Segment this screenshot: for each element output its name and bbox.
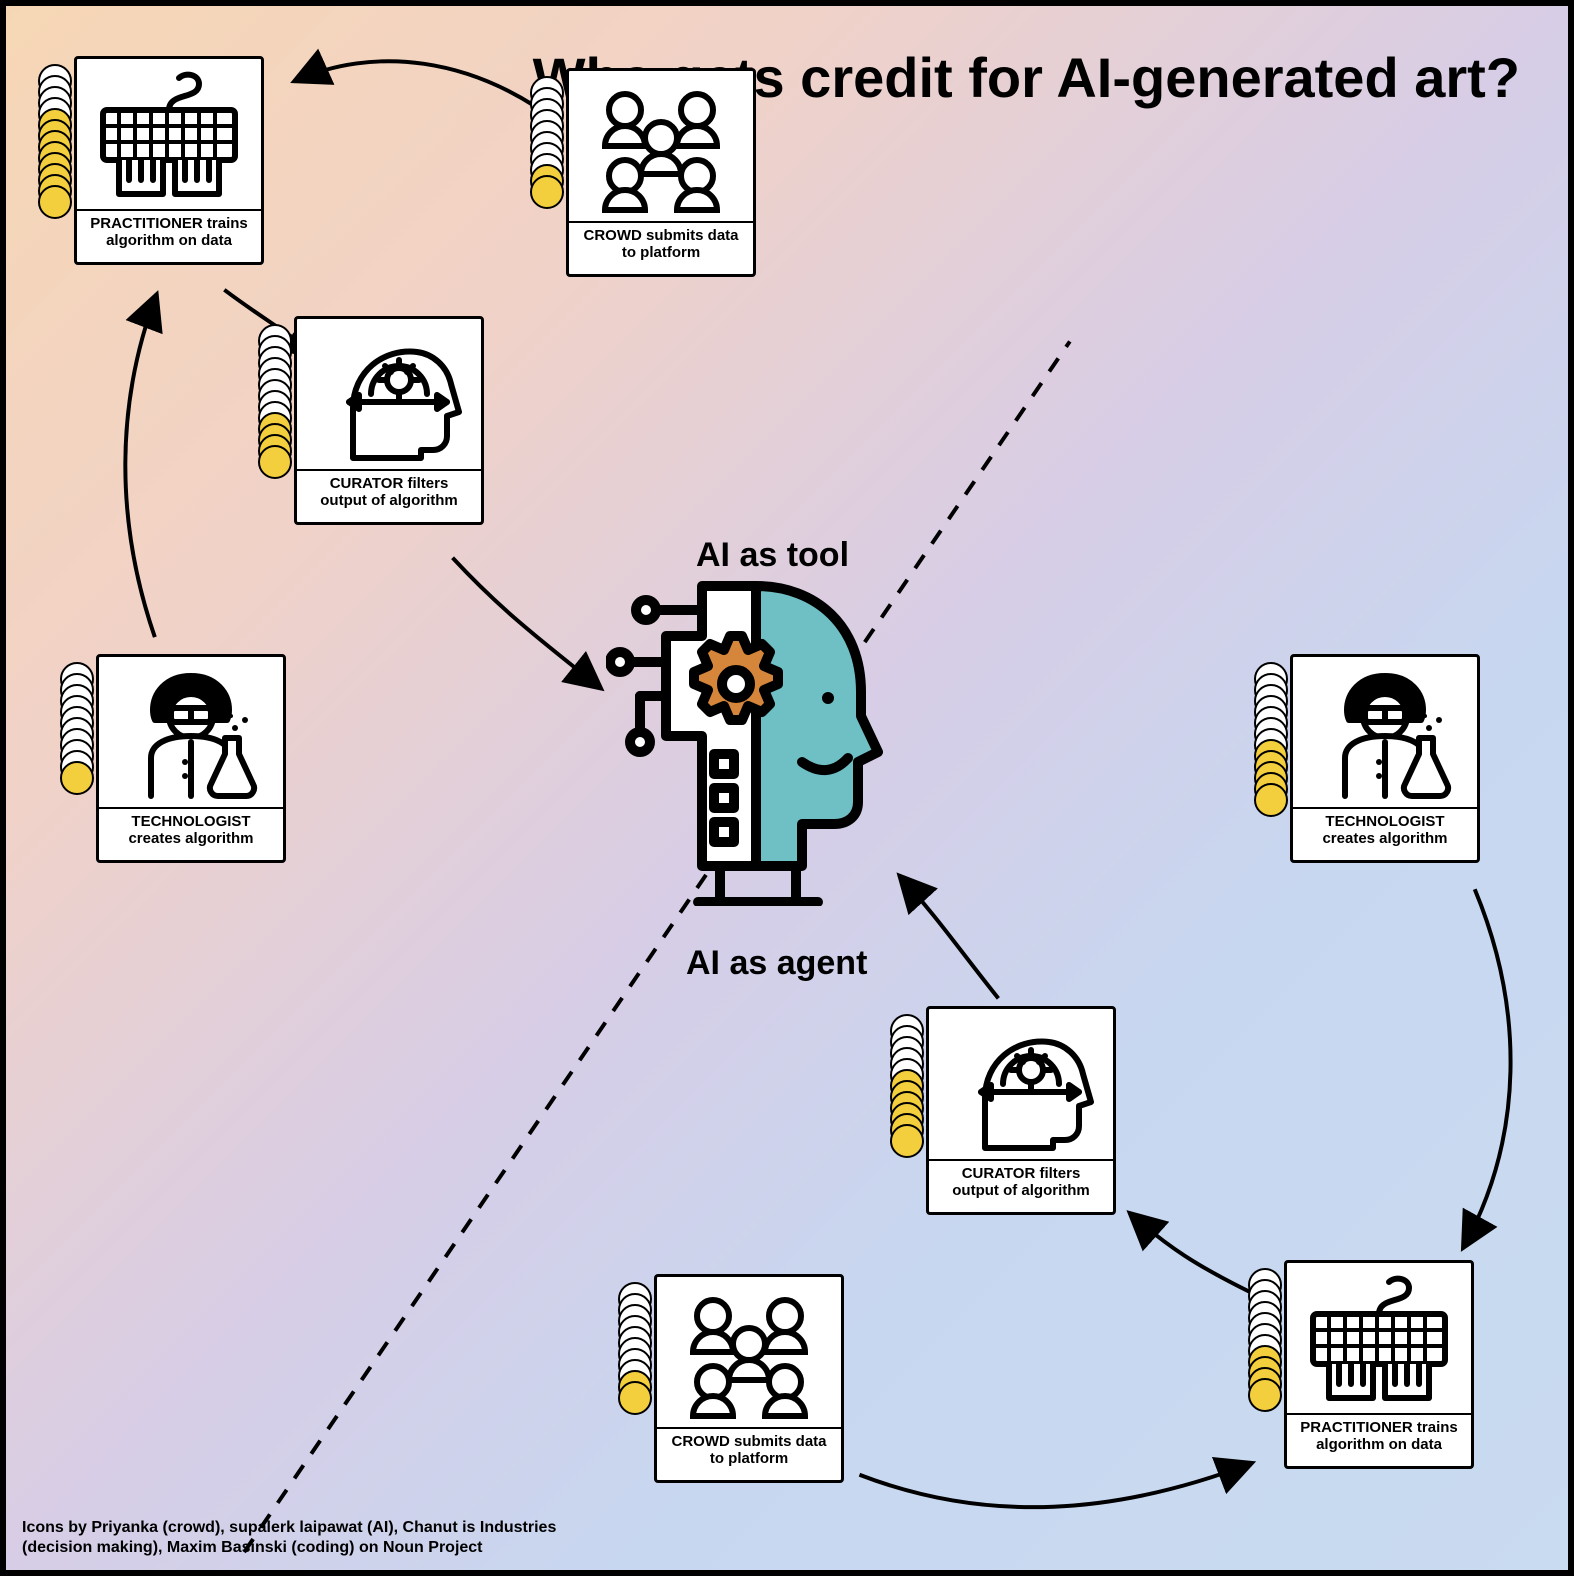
- technologist-icon: [99, 657, 283, 807]
- card-caption: PRACTITIONER trains algorithm on data: [1287, 1413, 1471, 1458]
- card-caption: CROWD submits data to platform: [569, 221, 753, 266]
- card-caption: TECHNOLOGIST creates algorithm: [1293, 807, 1477, 852]
- card-body: CURATOR filters output of algorithm: [926, 1006, 1116, 1215]
- arrow-tool-technologist-to-practitioner: [125, 294, 157, 637]
- card-caption: PRACTITIONER trains algorithm on data: [77, 209, 261, 254]
- card-agent-technologist: TECHNOLOGIST creates algorithm: [1290, 654, 1480, 863]
- card-body: TECHNOLOGIST creates algorithm: [1290, 654, 1480, 863]
- card-agent-practitioner: PRACTITIONER trains algorithm on data: [1284, 1260, 1474, 1469]
- caption-role: TECHNOLOGIST: [1325, 813, 1444, 830]
- card-body: PRACTITIONER trains algorithm on data: [74, 56, 264, 265]
- card-body: CROWD submits data to platform: [654, 1274, 844, 1483]
- coin-gold-icon: [1248, 1378, 1282, 1412]
- card-tool-curator: CURATOR filters output of algorithm: [294, 316, 484, 525]
- coin-gold-icon: [38, 185, 72, 219]
- coin-stack: [250, 324, 294, 504]
- caption-role: PRACTITIONER: [1300, 1419, 1413, 1436]
- coin-gold-icon: [530, 175, 564, 209]
- coin-stack: [1246, 662, 1290, 842]
- coin-stack: [610, 1282, 654, 1462]
- technologist-icon: [1293, 657, 1477, 807]
- attribution-text: Icons by Priyanka (crowd), supalerk laip…: [22, 1518, 602, 1558]
- card-body: CURATOR filters output of algorithm: [294, 316, 484, 525]
- card-agent-curator: CURATOR filters output of algorithm: [926, 1006, 1116, 1215]
- card-caption: CROWD submits data to platform: [657, 1427, 841, 1472]
- caption-rest: creates algorithm: [128, 830, 253, 847]
- coin-stack: [1240, 1268, 1284, 1448]
- coin-gold-icon: [60, 761, 94, 795]
- arrow-agent-crowd-to-practitioner: [859, 1463, 1252, 1507]
- coin-gold-icon: [1254, 783, 1288, 817]
- section-label-agent: AI as agent: [686, 944, 867, 983]
- caption-rest: creates algorithm: [1322, 830, 1447, 847]
- card-body: PRACTITIONER trains algorithm on data: [1284, 1260, 1474, 1469]
- keyboard-icon: [77, 59, 261, 209]
- card-body: CROWD submits data to platform: [566, 68, 756, 277]
- coin-stack: [882, 1014, 926, 1194]
- card-caption: CURATOR filters output of algorithm: [929, 1159, 1113, 1204]
- caption-role: CROWD: [671, 1433, 729, 1450]
- caption-role: PRACTITIONER: [90, 215, 203, 232]
- coin-stack: [30, 64, 74, 244]
- decision-icon: [929, 1009, 1113, 1159]
- card-agent-crowd: CROWD submits data to platform: [654, 1274, 844, 1483]
- card-tool-technologist: TECHNOLOGIST creates algorithm: [96, 654, 286, 863]
- crowd-icon: [569, 71, 753, 221]
- caption-role: CROWD: [583, 227, 641, 244]
- card-tool-practitioner: PRACTITIONER trains algorithm on data: [74, 56, 264, 265]
- caption-role: CURATOR: [330, 475, 404, 492]
- coin-gold-icon: [258, 445, 292, 479]
- arrow-agent-technologist-to-practitioner: [1463, 889, 1511, 1248]
- card-caption: TECHNOLOGIST creates algorithm: [99, 807, 283, 852]
- coin-stack: [522, 76, 566, 256]
- arrow-agent-curator-to-ai: [899, 875, 998, 998]
- crowd-icon: [657, 1277, 841, 1427]
- card-body: TECHNOLOGIST creates algorithm: [96, 654, 286, 863]
- decision-icon: [297, 319, 481, 469]
- caption-role: TECHNOLOGIST: [131, 813, 250, 830]
- keyboard-icon: [1287, 1263, 1471, 1413]
- coin-gold-icon: [890, 1124, 924, 1158]
- ai-head-icon: [606, 566, 906, 906]
- arrow-tool-curator-to-ai: [453, 558, 602, 689]
- caption-role: CURATOR: [962, 1165, 1036, 1182]
- coin-stack: [52, 662, 96, 842]
- card-caption: CURATOR filters output of algorithm: [297, 469, 481, 514]
- card-tool-crowd: CROWD submits data to platform: [566, 68, 756, 277]
- coin-gold-icon: [618, 1381, 652, 1415]
- infographic-frame: Who gets credit for AI-generated art? AI…: [0, 0, 1574, 1576]
